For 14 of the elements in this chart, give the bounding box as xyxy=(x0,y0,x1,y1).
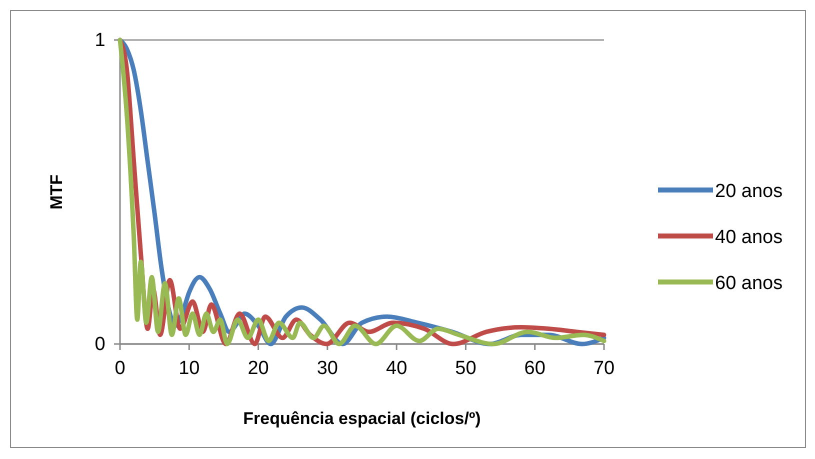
x-tick-label: 60 xyxy=(524,358,546,379)
x-tick-label: 20 xyxy=(248,358,269,379)
legend-label: 60 anos xyxy=(715,273,783,294)
x-tick-label: 30 xyxy=(316,358,338,379)
x-tick-label: 40 xyxy=(386,358,408,379)
legend-label: 20 anos xyxy=(715,181,783,202)
x-tick-label: 0 xyxy=(114,358,126,379)
x-tick-label: 50 xyxy=(455,358,476,379)
x-tick-label: 70 xyxy=(593,358,615,379)
legend-label: 40 anos xyxy=(715,227,783,248)
x-axis-title: Frequência espacial (ciclos/º) xyxy=(243,409,481,428)
y-axis-title: MTF xyxy=(47,174,66,210)
y-tick-label: 1 xyxy=(94,30,106,52)
x-tick-label: 10 xyxy=(178,358,200,379)
